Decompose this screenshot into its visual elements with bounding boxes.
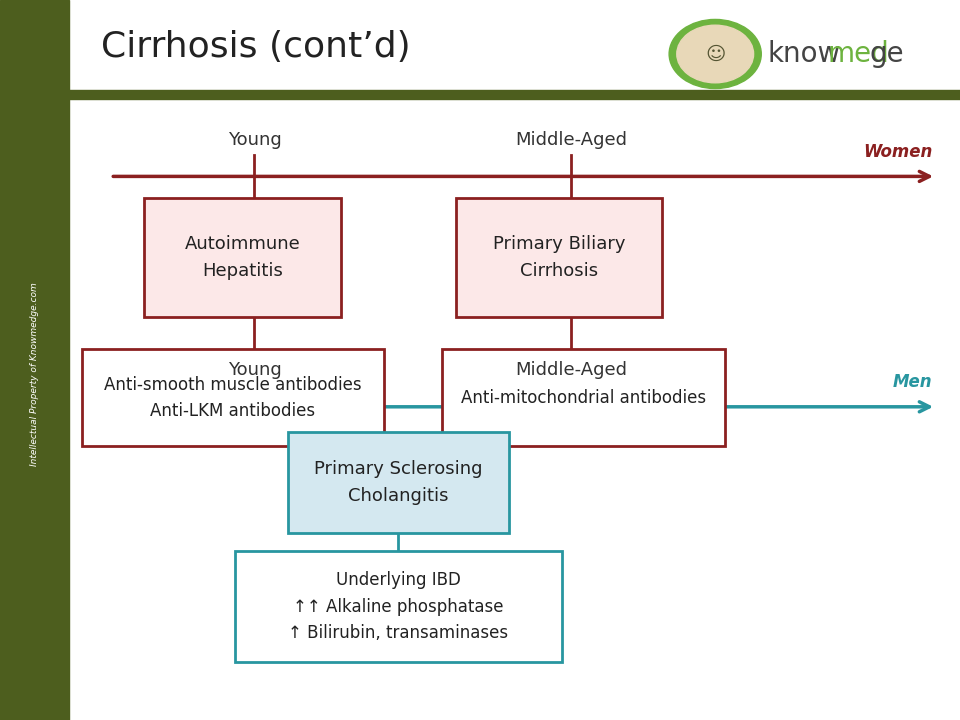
Text: Young: Young	[228, 131, 281, 149]
Text: Anti-smooth muscle antibodies
Anti-LKM antibodies: Anti-smooth muscle antibodies Anti-LKM a…	[104, 376, 362, 420]
Text: Cirrhosis (cont’d): Cirrhosis (cont’d)	[101, 30, 411, 64]
FancyBboxPatch shape	[144, 198, 341, 317]
FancyBboxPatch shape	[442, 349, 725, 446]
Text: Middle-Aged: Middle-Aged	[516, 361, 627, 379]
Text: ge: ge	[870, 40, 904, 68]
Text: Intellectual Property of Knowmedge.com: Intellectual Property of Knowmedge.com	[30, 282, 39, 467]
Text: Autoimmune
Hepatitis: Autoimmune Hepatitis	[184, 235, 300, 279]
Text: Underlying IBD
↑↑ Alkaline phosphatase
↑ Bilirubin, transaminases: Underlying IBD ↑↑ Alkaline phosphatase ↑…	[288, 571, 509, 642]
Text: ☺: ☺	[705, 45, 726, 63]
Text: Women: Women	[863, 143, 932, 161]
FancyBboxPatch shape	[82, 349, 384, 446]
Text: med: med	[828, 40, 889, 68]
Circle shape	[677, 25, 754, 83]
FancyBboxPatch shape	[288, 432, 509, 533]
Text: Primary Biliary
Cirrhosis: Primary Biliary Cirrhosis	[492, 235, 626, 279]
FancyBboxPatch shape	[235, 551, 562, 662]
Text: Primary Sclerosing
Cholangitis: Primary Sclerosing Cholangitis	[314, 460, 483, 505]
Bar	[69, 90, 960, 99]
Text: Anti-mitochondrial antibodies: Anti-mitochondrial antibodies	[461, 389, 706, 407]
Text: know: know	[768, 40, 841, 68]
Text: Middle-Aged: Middle-Aged	[516, 131, 627, 149]
Bar	[0, 0, 69, 720]
FancyBboxPatch shape	[456, 198, 662, 317]
Text: Men: Men	[893, 373, 932, 391]
Text: Young: Young	[228, 361, 281, 379]
Circle shape	[669, 19, 761, 89]
